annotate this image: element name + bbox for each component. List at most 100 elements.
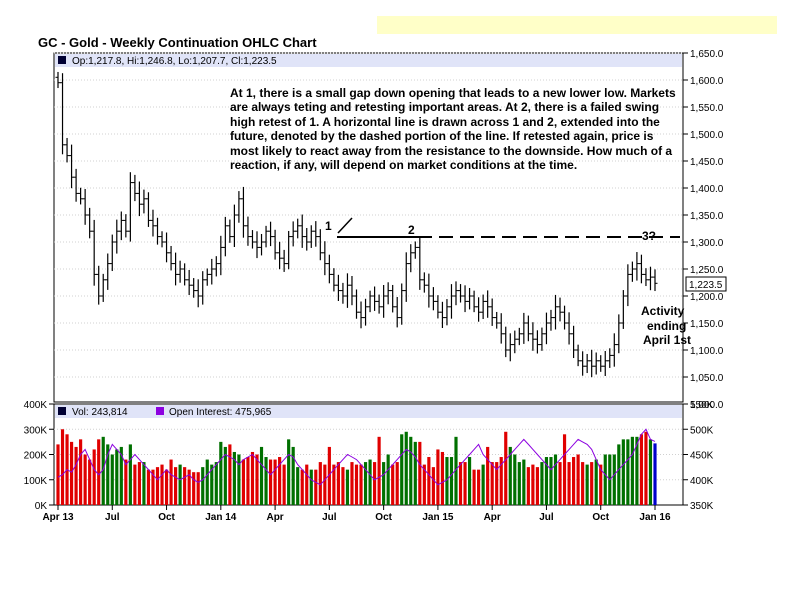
volume-bar [155,467,160,505]
volume-bar [169,459,173,505]
price-axis: 1,650.0 1,600.0 1,550.0 1,500.0 1,450.0 1,400… [683,49,724,411]
volume-tick-label: 200K [24,451,48,462]
volume-bar [327,446,331,505]
volume-bar [255,454,259,505]
volume-bar [178,464,182,505]
volume-bar [291,446,295,505]
volume-bar [522,459,526,505]
volume-bar [160,464,164,505]
volume-tick-label: 400K [24,400,48,411]
volume-bar [97,439,101,505]
volume-bar [119,446,123,505]
oi-tick-label: 550K [690,400,714,411]
time-tick-label: Oct [375,512,392,523]
volume-bar [196,472,200,505]
price-tick-label: 1,050.0 [690,373,724,384]
volume-legend-box [55,405,682,418]
time-tick-label: Jul [322,512,337,523]
volume-bar [639,434,644,505]
volume-bar [490,462,494,505]
volume-bar [314,469,318,505]
volume-bar [124,459,128,505]
side-note-line-3: April 1st [643,333,691,347]
volume-bar [572,457,576,505]
oi-tick-label: 350K [690,501,714,512]
volume-bar [517,462,521,505]
marker-1: 1 [325,219,332,233]
volume-bar [594,459,598,505]
volume-bar [101,436,105,505]
volume-bar [228,444,232,505]
volume-bar [576,454,580,505]
time-tick-label: Jan 15 [422,512,454,523]
volume-bar [621,439,625,505]
volume-bar [345,469,350,505]
marker-2: 2 [408,223,415,237]
volume-bar [644,431,648,505]
volume-bar [74,446,78,505]
volume-bar [612,454,616,505]
volume-bar [241,459,246,505]
volume-bar [106,444,110,505]
time-tick-label: Oct [592,512,609,523]
volume-bar [174,467,178,505]
volume-tick-label: 300K [24,425,48,436]
volume-bar [413,441,417,505]
volume-bar [404,431,408,505]
side-note-line-2: ending [647,319,686,333]
volume-bar [146,469,151,505]
volume-bar [540,462,544,505]
volume-bar [562,434,567,505]
volume-bar [92,449,96,505]
volume-bar [69,441,74,505]
volume-bar [549,457,553,505]
volume-bar [427,457,431,505]
volume-bar [214,462,218,505]
time-tick-label: Apr 13 [42,512,74,523]
volume-bar [531,464,535,505]
volume-bar [336,462,340,505]
oi-tick-label: 500K [690,425,714,436]
volume-bar [250,451,255,505]
volume-bar [133,464,137,505]
volume-bar [56,444,60,505]
time-tick-label: Jul [539,512,554,523]
volume-bar [382,462,386,505]
marker-3: 3? [642,229,656,243]
volume-bar [350,462,354,505]
volume-bar [354,464,359,505]
price-tick-label: 1,400.0 [690,184,724,195]
volume-bar [553,454,558,505]
time-tick-label: Jan 16 [639,512,671,523]
volume-bar [535,467,539,505]
volume-bar [296,467,300,505]
volume-bar [495,462,499,505]
volume-bar [88,459,92,505]
time-tick-label: Oct [158,512,175,523]
volume-bar [223,446,227,505]
volume-bar [187,469,191,505]
volume-bar [436,449,440,505]
volume-bar [363,462,368,505]
volume-tick-label: 0K [35,501,48,512]
volume-bar [309,469,313,505]
volume-bar [599,464,603,505]
volume-bar [278,457,282,505]
volume-bar [648,439,653,505]
price-tick-label: 1,600.0 [690,76,724,87]
volume-bar [499,457,503,505]
volume-bar [128,444,132,505]
volume-bar [373,462,377,505]
time-axis: Apr 13 Jul Oct Jan 14 Apr Jul Oct Jan 15 Apr Jul O… [42,505,671,523]
volume-bar [79,439,83,505]
volume-bar [300,469,304,505]
volume-bar [151,469,155,505]
price-label: 1,223.5 [689,280,723,291]
price-tick-label: 1,500.0 [690,130,724,141]
volume-bar [287,439,291,505]
volume-bar [268,459,273,505]
side-note-line-1: Activity [641,304,685,318]
volume-bar [273,459,277,505]
volume-bar [544,457,549,505]
